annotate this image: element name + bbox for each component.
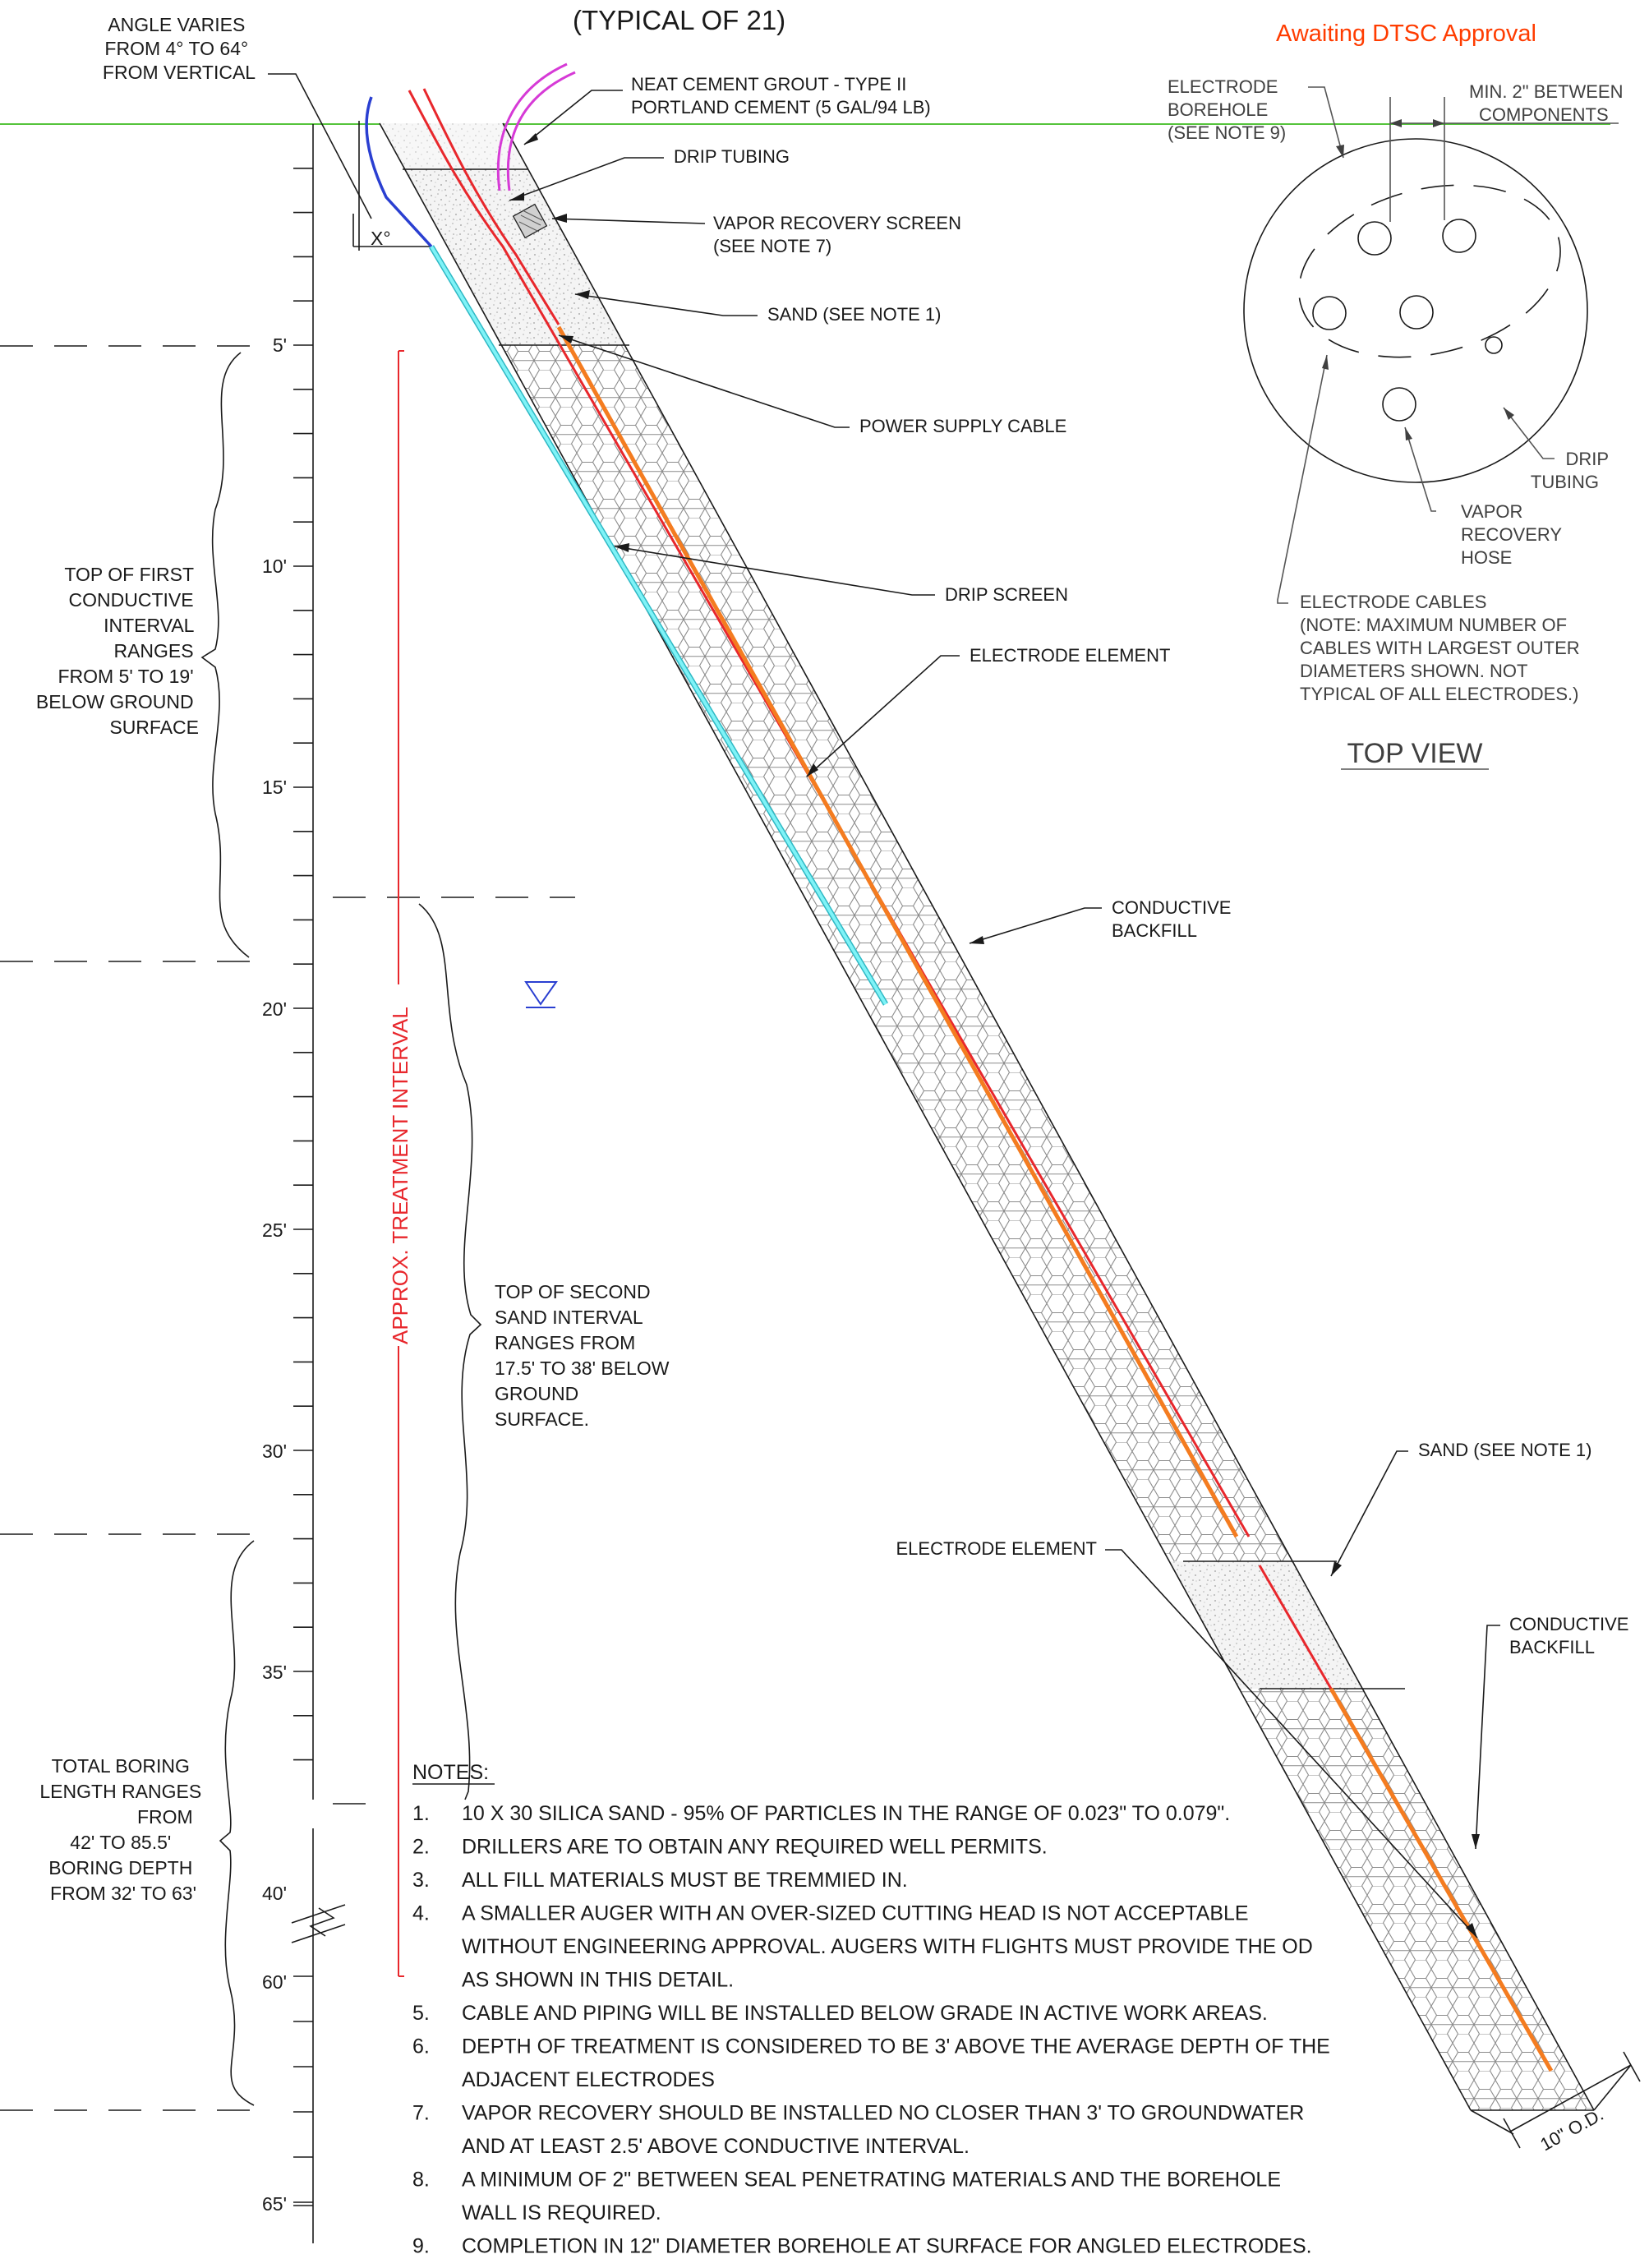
callout-electrode-element-2: ELECTRODE ELEMENT bbox=[896, 1538, 1098, 1559]
note-line: WITHOUT ENGINEERING APPROVAL. AUGERS WIT… bbox=[462, 1935, 1313, 1958]
drip-tubing-magenta bbox=[496, 62, 568, 191]
brace-first-interval bbox=[200, 352, 250, 958]
callout-grout: NEAT CEMENT GROUT - TYPE II PORTLAND CEME… bbox=[631, 74, 931, 118]
callout-drip-tubing: DRIP TUBING bbox=[674, 146, 790, 167]
borehole-label: ELECTRODE BOREHOLE (SEE NOTE 9) bbox=[1168, 76, 1286, 143]
callout-power-cable: POWER SUPPLY CABLE bbox=[859, 416, 1066, 436]
electrode-borehole-circle bbox=[1243, 138, 1588, 483]
note-line: WALL IS REQUIRED. bbox=[462, 2201, 661, 2224]
electrode-element-lower bbox=[1329, 1687, 1554, 2072]
note-number: 8. bbox=[412, 2169, 430, 2192]
cable-circle-1 bbox=[1357, 221, 1392, 256]
typical-label: (TYPICAL OF 21) bbox=[573, 5, 785, 35]
note-line: DRILLERS ARE TO OBTAIN ANY REQUIRED WELL… bbox=[462, 1836, 1048, 1859]
callout-sand-bottom: SAND (SEE NOTE 1) bbox=[1418, 1440, 1591, 1460]
callout-conductive-backfill-2: CONDUCTIVE BACKFILL bbox=[1509, 1614, 1628, 1657]
status-label: Awaiting DTSC Approval bbox=[1276, 21, 1536, 47]
note-line: 10 X 30 SILICA SAND - 95% OF PARTICLES I… bbox=[462, 1802, 1230, 1825]
depth-label-60: 60' bbox=[262, 1971, 287, 1993]
svg-text:APPROX. TREATMENT INTERVAL: APPROX. TREATMENT INTERVAL bbox=[388, 1007, 412, 1344]
note-number: 6. bbox=[412, 2035, 430, 2058]
note-line: AS SHOWN IN THIS DETAIL. bbox=[462, 1969, 734, 1992]
note-line: DEPTH OF TREATMENT IS CONSIDERED TO BE 3… bbox=[462, 2035, 1330, 2058]
top-view: MIN. 2" BETWEEN COMPONENTS ELECTRODE BOREH… bbox=[1168, 76, 1624, 770]
vapor-hose-circle bbox=[1382, 387, 1416, 422]
cable-circle-2 bbox=[1442, 219, 1476, 253]
note-number: 5. bbox=[412, 2002, 430, 2025]
note-number: 9. bbox=[412, 2235, 430, 2258]
total-boring-note: TOTAL BORING LENGTH RANGES FROM 42' TO 8… bbox=[39, 1755, 206, 1904]
notes: NOTES: 1. 10 X 30 SILICA SAND - 95% OF PA… bbox=[412, 1761, 1330, 2258]
note-line: COMPLETION IN 12" DIAMETER BOREHOLE AT S… bbox=[462, 2235, 1312, 2258]
depth-label-25: 25' bbox=[262, 1219, 287, 1241]
angle-note: ANGLE VARIES FROM 4° TO 64° FROM VERTICA… bbox=[103, 14, 256, 83]
note-line: A SMALLER AUGER WITH AN OVER-SIZED CUTTI… bbox=[462, 1902, 1249, 1925]
treatment-interval: APPROX. TREATMENT INTERVAL bbox=[386, 350, 412, 1977]
note-number: 3. bbox=[412, 1869, 430, 1892]
depth-label-30: 30' bbox=[262, 1441, 287, 1462]
note-number: 2. bbox=[412, 1836, 430, 1859]
cable-circle-3 bbox=[1312, 296, 1347, 330]
electrode-element-upper bbox=[556, 325, 1239, 1538]
depth-label-5: 5' bbox=[273, 334, 287, 356]
callout-vapor-screen: VAPOR RECOVERY SCREEN (SEE NOTE 7) bbox=[713, 213, 961, 256]
notes-heading: NOTES: bbox=[412, 1761, 489, 1784]
water-table-symbol bbox=[524, 981, 558, 1008]
note-number: 1. bbox=[412, 1802, 430, 1825]
callouts: NEAT CEMENT GROUT - TYPE II PORTLAND CEME… bbox=[509, 74, 1641, 2155]
angle-indicator: X° bbox=[352, 121, 431, 251]
note-line: A MINIMUM OF 2" BETWEEN SEAL PENETRATING… bbox=[462, 2169, 1281, 2192]
depth-label-65: 65' bbox=[262, 2193, 287, 2215]
min-between-label: MIN. 2" BETWEEN COMPONENTS bbox=[1469, 81, 1624, 125]
depth-label-40: 40' bbox=[262, 1883, 287, 1904]
drip-tubing-label: DRIP TUBING bbox=[1531, 449, 1609, 492]
blue-tube bbox=[365, 96, 433, 248]
brace-total-boring bbox=[219, 1540, 255, 2106]
depth-label-10: 10' bbox=[262, 555, 287, 577]
borehole-wall-left bbox=[379, 122, 1472, 2111]
callout-conductive-backfill-1: CONDUCTIVE BACKFILL bbox=[1112, 897, 1231, 941]
drip-tubing-circle bbox=[1485, 336, 1503, 354]
cable-circle-4 bbox=[1399, 295, 1434, 330]
depth-scale: 5' 10' 15' 20' 25' 30' 35' 40' 60' 65' bbox=[262, 124, 346, 2243]
depth-label-35: 35' bbox=[262, 1662, 287, 1683]
depth-label-20: 20' bbox=[262, 998, 287, 1020]
note-line: VAPOR RECOVERY SHOULD BE INSTALLED NO CL… bbox=[462, 2102, 1304, 2125]
vapor-recovery-screen bbox=[512, 203, 548, 239]
callout-sand-top: SAND (SEE NOTE 1) bbox=[767, 304, 941, 325]
second-interval-note: TOP OF SECOND SAND INTERVAL RANGES FROM … bbox=[495, 1281, 675, 1430]
note-line: CABLE AND PIPING WILL BE INSTALLED BELOW… bbox=[462, 2002, 1268, 2025]
power-supply-cable bbox=[408, 90, 1251, 1537]
top-view-title: TOP VIEW bbox=[1347, 738, 1482, 769]
note-line: ADJACENT ELECTRODES bbox=[462, 2068, 715, 2091]
note-number: 7. bbox=[412, 2102, 430, 2125]
cables bbox=[365, 62, 1554, 2072]
borehole-wall-right bbox=[502, 122, 1595, 2111]
callout-electrode-element-1: ELECTRODE ELEMENT bbox=[970, 645, 1171, 666]
depth-label-15: 15' bbox=[262, 777, 287, 798]
note-line: AND AT LEAST 2.5' ABOVE CONDUCTIVE INTER… bbox=[462, 2135, 970, 2158]
note-number: 4. bbox=[412, 1902, 430, 1925]
svg-text:X°: X° bbox=[371, 228, 391, 249]
electrode-cables-label: ELECTRODE CABLES (NOTE: MAXIMUM NUMBER OF… bbox=[1300, 592, 1580, 704]
note-line: ALL FILL MATERIALS MUST BE TREMMIED IN. bbox=[462, 1869, 908, 1892]
vapor-hose-label: VAPOR RECOVERY HOSE bbox=[1461, 501, 1562, 568]
brace-second-interval bbox=[418, 903, 482, 1800]
callout-drip-screen: DRIP SCREEN bbox=[945, 584, 1068, 605]
first-interval-note: TOP OF FIRST CONDUCTIVE INTERVAL RANGES … bbox=[36, 564, 199, 738]
